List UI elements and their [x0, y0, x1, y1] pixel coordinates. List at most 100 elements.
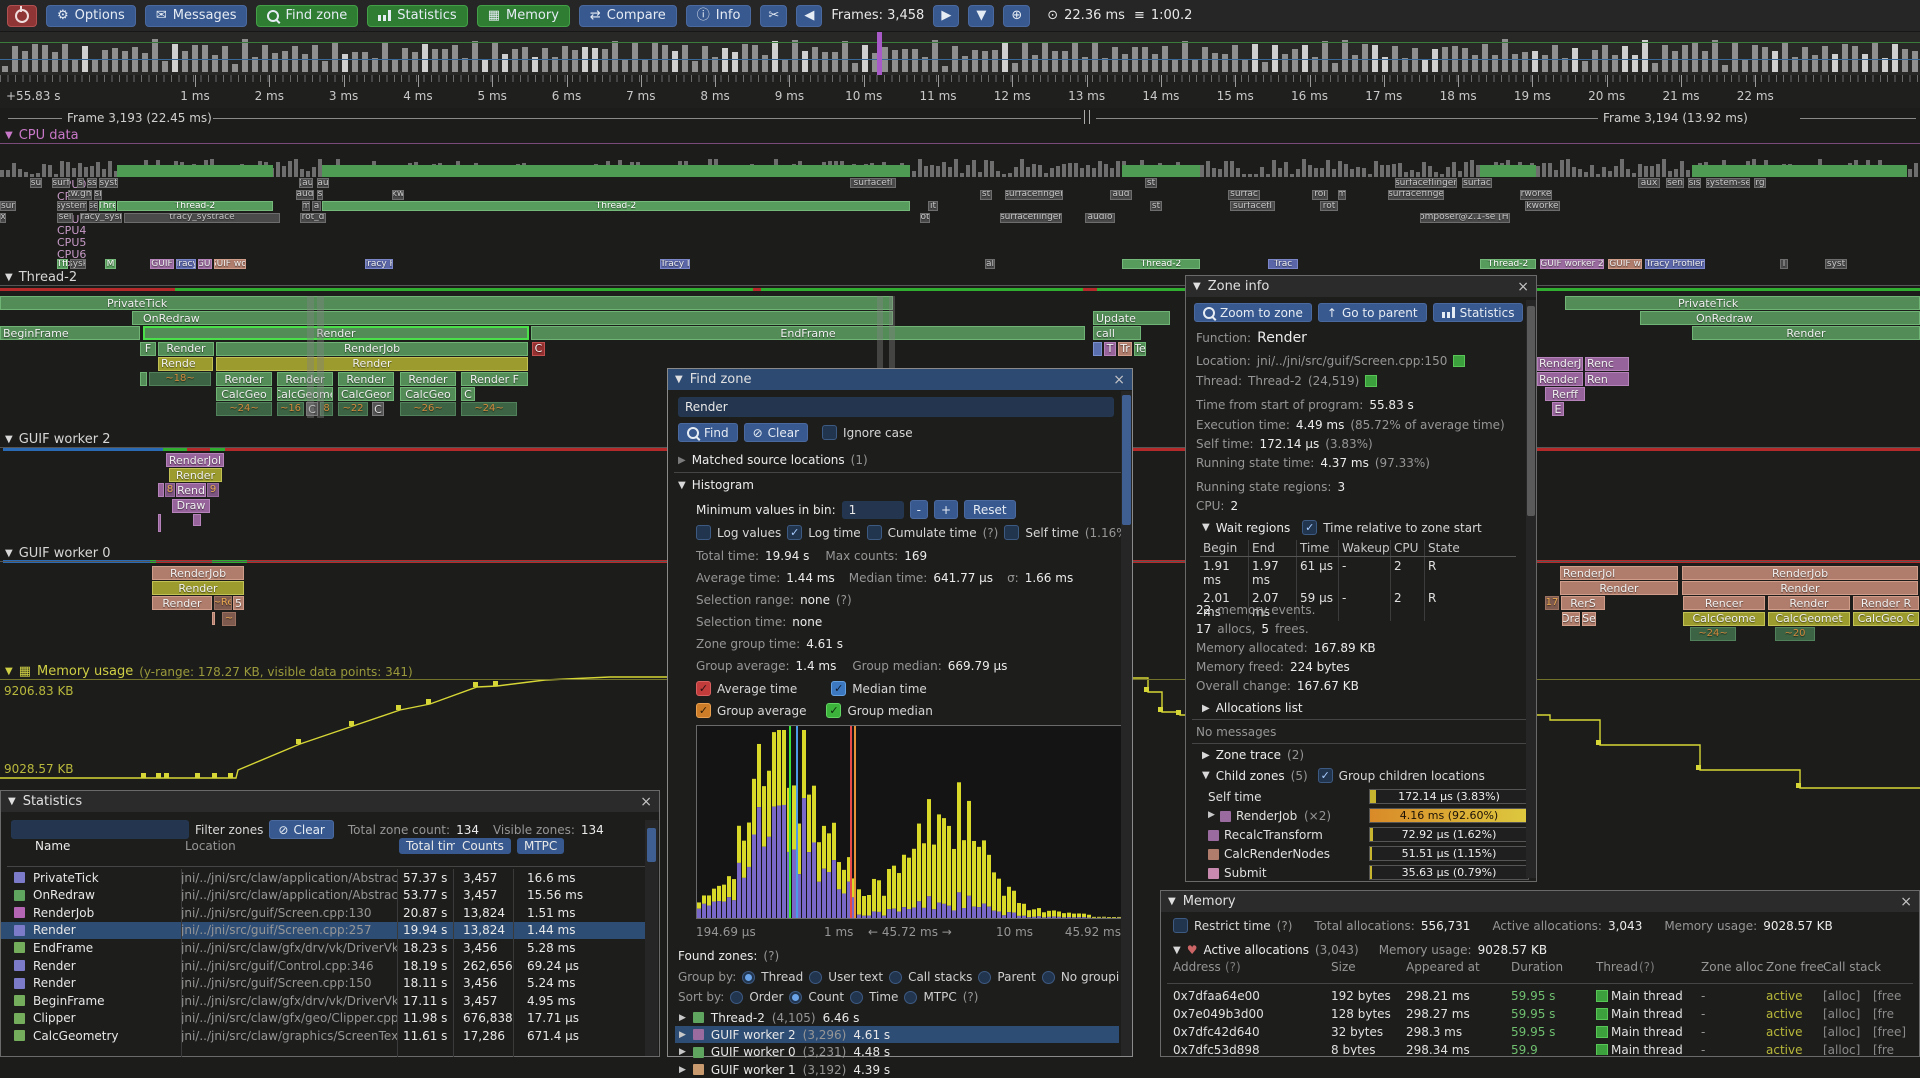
timeline-zone[interactable]: [140, 372, 147, 386]
timeline-zone[interactable]: Render F: [461, 372, 528, 386]
timeline-zone[interactable]: C: [532, 342, 545, 356]
timeline-zone[interactable]: Thread-2: [117, 201, 273, 211]
found-zone-row[interactable]: ▶GUIF worker 1(3,192)4.39 s: [675, 1061, 1119, 1078]
expand-triangle-icon[interactable]: ▶: [1202, 750, 1210, 761]
expand-triangle-icon[interactable]: ▶: [678, 455, 686, 466]
timeline-zone[interactable]: ~Re: [214, 596, 232, 610]
power-button[interactable]: [7, 5, 37, 27]
timeline-zone[interactable]: Render: [1692, 326, 1920, 340]
timeline-zone[interactable]: call: [1093, 326, 1141, 340]
min-bin-input[interactable]: 1: [842, 501, 904, 519]
timeline-zone[interactable]: s: [77, 178, 84, 188]
timeline-zone[interactable]: OnRedraw: [132, 311, 893, 325]
expand-triangle-icon[interactable]: ▶: [1202, 703, 1210, 714]
timeline-zone[interactable]: GUIF w: [1608, 259, 1642, 269]
avg-time-legend-checkbox[interactable]: [696, 681, 711, 696]
bin-minus-button[interactable]: -: [910, 500, 928, 519]
zoom-to-zone-button[interactable]: Zoom to zone: [1194, 303, 1312, 322]
timeline-zone[interactable]: se: [89, 201, 98, 211]
col-mtpc[interactable]: MTPC: [517, 838, 564, 854]
group-by-radio-user-text[interactable]: [809, 971, 822, 984]
cumulate-checkbox[interactable]: [867, 525, 882, 540]
timeline-zone[interactable]: Render: [338, 372, 394, 386]
timeline-zone[interactable]: st: [1145, 178, 1157, 188]
timeline-zone[interactable]: Rend: [176, 483, 206, 497]
timeline-zone[interactable]: st: [980, 190, 992, 200]
group-children-checkbox[interactable]: [1318, 768, 1333, 783]
thread-header[interactable]: ▼Thread-2: [0, 270, 1920, 286]
expand-triangle-icon[interactable]: ▶: [675, 1013, 686, 1023]
self-time-checkbox[interactable]: [1004, 525, 1019, 540]
restrict-time-checkbox[interactable]: [1173, 918, 1188, 933]
close-icon[interactable]: ×: [1113, 372, 1125, 388]
timeline-zone[interactable]: Thread-2: [1122, 259, 1200, 269]
close-icon[interactable]: ×: [640, 794, 652, 810]
found-zone-row[interactable]: ▶GUIF worker 0(3,231)4.48 s: [675, 1044, 1119, 1061]
find-zone-titlebar[interactable]: ▼ Find zone ×: [668, 369, 1132, 390]
timeline-zone[interactable]: al: [985, 259, 995, 269]
timeline-zone[interactable]: BeginFrame: [0, 326, 140, 340]
timeline-zone[interactable]: Tracy Profiler: [1645, 259, 1705, 269]
timeline-zone[interactable]: Render: [1682, 581, 1918, 595]
timeline-zone[interactable]: tracy_systrace: [124, 213, 280, 223]
memory-panel-titlebar[interactable]: ▼ Memory ×: [1161, 891, 1919, 912]
median-time-legend-checkbox[interactable]: [831, 681, 846, 696]
clear-filter-button[interactable]: ⊘Clear: [269, 820, 333, 839]
timeline-zone[interactable]: RenderJol: [1560, 566, 1678, 580]
timeline-zone[interactable]: Render: [216, 357, 528, 371]
timeline-zone[interactable]: sen: [1666, 178, 1684, 188]
find-zone-scrollbar[interactable]: [1122, 395, 1131, 525]
timeline-zone[interactable]: system-se: [1706, 178, 1750, 188]
timeline-zone[interactable]: s: [317, 190, 323, 200]
timeline-zone[interactable]: C: [461, 387, 475, 401]
expand-triangle-icon[interactable]: ▶: [675, 1065, 686, 1075]
timeline-zone[interactable]: rworke: [1520, 190, 1552, 200]
timeline-zone[interactable]: PrivateTick: [1565, 296, 1920, 310]
options-button[interactable]: ⚙Options: [46, 5, 136, 27]
found-zone-row[interactable]: ▶Thread-2(4,105)6.46 s: [675, 1009, 1119, 1026]
active-allocations-label[interactable]: Active allocations: [1203, 943, 1309, 957]
timeline-zone[interactable]: ~24~: [461, 402, 517, 416]
timeline-zone[interactable]: Render: [152, 596, 212, 610]
timeline-zone[interactable]: PrivateTick: [0, 296, 893, 310]
find-zone-search-input[interactable]: Render: [678, 397, 1114, 417]
col-thread[interactable]: Thread: [1596, 960, 1638, 974]
timeline-zone[interactable]: CalcGeome: [1683, 612, 1765, 626]
col-zone-alloc[interactable]: Zone alloc: [1701, 960, 1763, 974]
group-by-radio-call-stacks[interactable]: [889, 971, 902, 984]
timeline-zone[interactable]: CalcGeo C: [1853, 612, 1919, 626]
timeline-zone[interactable]: RenderJob: [216, 342, 528, 356]
timeline-zone[interactable]: kw: [392, 190, 404, 200]
timeline-zone[interactable]: Render: [158, 342, 214, 356]
timeline-zone[interactable]: Ren: [1585, 372, 1629, 386]
timeline-zone[interactable]: 17: [1545, 596, 1559, 610]
timeline-zone[interactable]: E: [1552, 402, 1564, 416]
child-zone-row[interactable]: ▶RenderJob(×2)4.16 ms (92.60%): [1186, 807, 1538, 826]
find-zone-button[interactable]: Find zone: [256, 5, 358, 27]
timeline-zone[interactable]: surfac: [1228, 190, 1260, 200]
histogram-label[interactable]: Histogram: [692, 478, 754, 492]
timeline-zone[interactable]: CalcGeome: [277, 387, 333, 401]
timeline-zone[interactable]: OnRedraw: [1640, 311, 1920, 325]
timeline-zone[interactable]: kw.gm: [68, 190, 92, 200]
timeline-zone[interactable]: Render: [216, 372, 272, 386]
timeline-zone[interactable]: CalcGeomet: [1768, 612, 1850, 626]
group-median-legend-checkbox[interactable]: [826, 703, 841, 718]
timeline-zone[interactable]: C: [372, 402, 384, 416]
collapse-triangle-icon[interactable]: ▼: [1202, 770, 1210, 781]
timeline-zone[interactable]: Tracy I: [660, 259, 690, 269]
timeline-zone[interactable]: Trac: [1268, 259, 1298, 269]
timeline-zone[interactable]: RerS: [1561, 596, 1605, 610]
timeline-zone[interactable]: ~: [222, 612, 236, 626]
timeline-zone[interactable]: ~22: [338, 402, 368, 416]
timeline-zone[interactable]: RenderJ: [1537, 357, 1583, 371]
tools-button[interactable]: ✂: [760, 5, 787, 27]
timeline-zone[interactable]: Te: [1134, 342, 1146, 356]
